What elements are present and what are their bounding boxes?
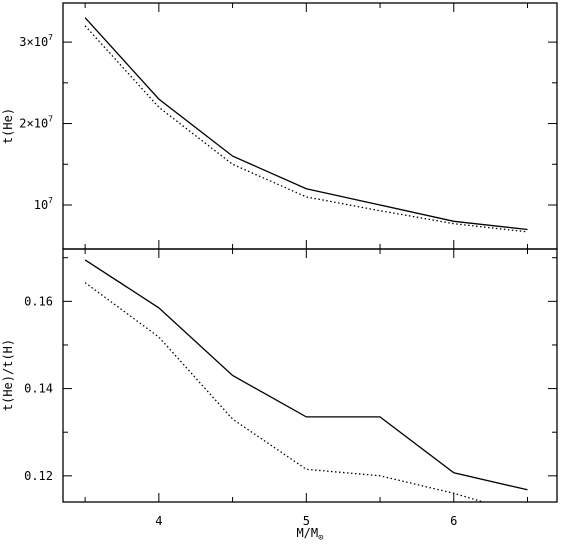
y-tick-label-exponent: 7 [48, 196, 53, 205]
panel-bottom-ytick-labels: 0.12 0.14 0.16 [24, 294, 53, 482]
x-axis-label-main: M/M [296, 526, 318, 540]
x-tick-label: 5 [303, 514, 310, 528]
panel-top-series [84, 17, 528, 233]
panel-top-ylabel: t(He) [1, 108, 15, 144]
series-solid-line [84, 259, 528, 491]
x-axis-label-sub: ⊙ [318, 533, 323, 543]
x-tick-label: 4 [155, 514, 162, 528]
panel-bottom-ylabel: t(He)/t(H) [1, 339, 15, 411]
panel-bottom-xtick-labels: 4 5 6 [155, 514, 457, 528]
series-dotted-line [84, 282, 486, 502]
y-tick-label-mantissa: 10 [34, 198, 48, 212]
x-tick-label: 6 [450, 514, 457, 528]
series-solid-line [84, 17, 528, 231]
panel-bottom-ticks [63, 249, 557, 502]
panel-bottom-series [84, 259, 528, 502]
y-tick-label-mantissa: 2×10 [19, 117, 48, 131]
y-tick-label: 107 [34, 196, 53, 212]
y-tick-label: 0.12 [24, 469, 53, 483]
y-tick-label-exponent: 7 [48, 115, 53, 124]
panel-top-frame [62, 2, 558, 250]
y-tick-label: 0.16 [24, 294, 53, 308]
y-tick-label-mantissa: 3×10 [19, 35, 48, 49]
y-tick-label-exponent: 7 [48, 33, 53, 42]
y-tick-label: 2×107 [19, 115, 53, 131]
panel-bottom: 0.12 0.14 0.16 4 5 6 t(He)/t(H) M/M⊙ [1, 248, 558, 543]
panel-bottom-frame [62, 248, 558, 503]
series-dotted-line [84, 25, 528, 233]
y-tick-label: 0.14 [24, 382, 53, 396]
y-tick-label: 3×107 [19, 33, 53, 49]
panel-top-ticks [63, 3, 557, 249]
x-axis-label: M/M⊙ [296, 526, 323, 543]
